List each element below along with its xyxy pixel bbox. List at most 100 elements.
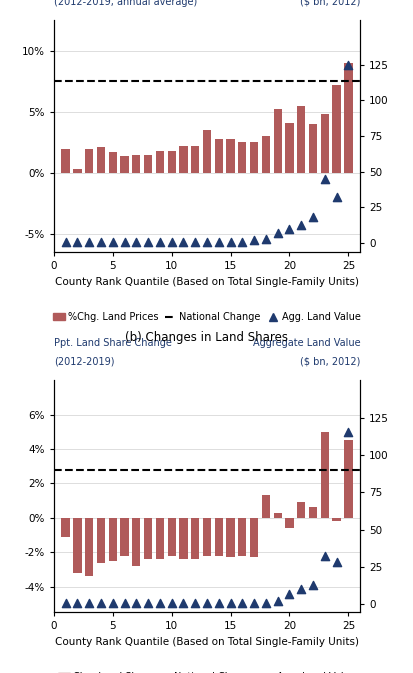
Bar <box>344 440 352 518</box>
X-axis label: County Rank Quantile (Based on Total Single-Family Units): County Rank Quantile (Based on Total Sin… <box>55 277 358 287</box>
Bar <box>108 152 116 173</box>
Text: (2012-2019): (2012-2019) <box>54 357 114 367</box>
Point <box>344 427 351 438</box>
Bar <box>261 137 269 173</box>
Text: ($ bn, 2012): ($ bn, 2012) <box>299 357 359 367</box>
Bar <box>285 518 293 528</box>
Point <box>274 596 280 606</box>
Bar <box>61 149 69 173</box>
Point <box>297 219 304 230</box>
Bar <box>297 502 305 518</box>
Bar <box>261 495 269 518</box>
Bar <box>202 518 211 556</box>
Point <box>97 598 104 609</box>
Bar <box>132 155 140 173</box>
Bar <box>108 518 116 561</box>
Bar <box>85 149 93 173</box>
Point <box>309 212 316 223</box>
Point <box>85 237 92 248</box>
Point <box>62 598 69 609</box>
Bar <box>214 518 222 556</box>
Legend: %Chg. Land Prices, National Change, Agg. Land Value: %Chg. Land Prices, National Change, Agg.… <box>49 308 364 326</box>
Bar <box>191 146 199 173</box>
Bar <box>179 146 187 173</box>
Point <box>109 598 116 609</box>
Point <box>250 598 257 609</box>
Point <box>215 237 221 248</box>
Point <box>97 237 104 248</box>
Point <box>285 223 292 234</box>
Bar <box>344 63 352 173</box>
Point <box>321 551 328 562</box>
Point <box>62 237 69 248</box>
Bar <box>144 518 152 559</box>
Text: ($ bn, 2012): ($ bn, 2012) <box>299 0 359 7</box>
Bar <box>120 518 128 556</box>
Point <box>168 598 175 609</box>
Point <box>203 598 210 609</box>
Bar <box>132 518 140 566</box>
Bar <box>144 155 152 173</box>
Point <box>85 598 92 609</box>
Point <box>133 598 139 609</box>
Point <box>297 584 304 595</box>
Bar <box>226 518 234 557</box>
Bar <box>320 432 328 518</box>
Point <box>121 237 128 248</box>
X-axis label: County Rank Quantile (Based on Total Single-Family Units): County Rank Quantile (Based on Total Sin… <box>55 637 358 647</box>
Bar <box>226 139 234 173</box>
Bar <box>332 85 340 173</box>
Bar <box>73 518 81 573</box>
Bar <box>237 518 246 556</box>
Point <box>203 237 210 248</box>
Bar <box>61 518 69 537</box>
Bar <box>320 114 328 173</box>
Bar <box>167 518 176 556</box>
Bar <box>155 518 164 559</box>
Point <box>227 598 233 609</box>
Point <box>332 557 339 568</box>
Point <box>262 598 268 609</box>
Bar <box>85 518 93 576</box>
Point <box>285 588 292 599</box>
Bar <box>97 147 105 173</box>
Bar <box>273 110 281 173</box>
Bar <box>297 106 305 173</box>
Point <box>238 236 245 247</box>
Point <box>74 598 81 609</box>
Point <box>250 235 257 246</box>
Legend: Chg. Land Share, National Change, Agg. Land Value: Chg. Land Share, National Change, Agg. L… <box>54 668 359 673</box>
Point <box>192 237 198 248</box>
Point <box>168 237 175 248</box>
Bar <box>249 143 258 173</box>
Point <box>74 237 81 248</box>
Bar <box>167 151 176 173</box>
Point <box>180 598 186 609</box>
Point <box>109 237 116 248</box>
Text: Ppt. Land Share Change: Ppt. Land Share Change <box>54 339 171 349</box>
Point <box>215 598 221 609</box>
Text: Aggregate Land Value: Aggregate Land Value <box>252 339 359 349</box>
Bar <box>179 518 187 559</box>
Point <box>145 598 151 609</box>
Bar <box>191 518 199 559</box>
Bar <box>97 518 105 563</box>
Bar <box>308 124 316 173</box>
Point <box>262 234 268 244</box>
Bar <box>285 123 293 173</box>
Point <box>133 237 139 248</box>
Bar <box>73 170 81 173</box>
Point <box>121 598 128 609</box>
Bar <box>202 130 211 173</box>
Point <box>274 227 280 238</box>
Bar <box>120 156 128 173</box>
Point <box>156 598 163 609</box>
Bar <box>249 518 258 557</box>
Bar <box>308 507 316 518</box>
Bar <box>214 139 222 173</box>
Point <box>309 579 316 590</box>
Point <box>192 598 198 609</box>
Bar <box>237 143 246 173</box>
Point <box>156 237 163 248</box>
Bar <box>155 151 164 173</box>
